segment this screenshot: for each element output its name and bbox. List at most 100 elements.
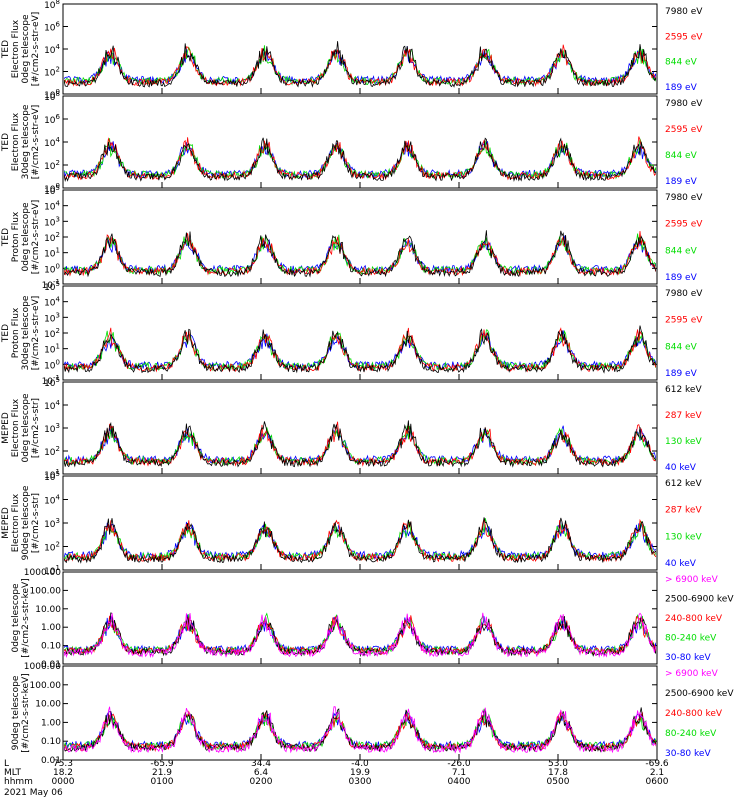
x-tick-label: 0500 — [547, 777, 570, 787]
x-tick-label: 0100 — [151, 777, 174, 787]
legend-entry: 240-800 keV — [665, 614, 723, 624]
traces — [64, 230, 656, 278]
legend-entry: 7980 eV — [665, 7, 703, 17]
legend-entry: > 6900 keV — [665, 575, 719, 585]
y-tick-label: 104 — [44, 296, 60, 309]
series-line — [64, 41, 656, 88]
x-tick-label: 21.9 — [152, 768, 172, 778]
y-tick-label: 102 — [44, 231, 60, 244]
legend-entry: 612 keV — [665, 479, 702, 489]
legend-entry: 80-240 keV — [665, 634, 717, 644]
legend-entry: 80-240 keV — [665, 729, 717, 739]
traces — [64, 612, 656, 659]
x-tick-label: -65.9 — [150, 759, 174, 769]
series-line — [64, 517, 656, 564]
y-tick-label: 10.00 — [35, 700, 61, 710]
y-axis-label: [#/cm2-s-str] — [31, 398, 41, 458]
y-axis-label: Proton Flux — [11, 307, 21, 358]
x-tick-label: -26.0 — [447, 759, 471, 769]
traces — [64, 325, 656, 374]
y-axis-label: 0deg telescope — [21, 202, 31, 272]
legend-entry: 612 keV — [665, 385, 702, 395]
legend-entry: 189 eV — [665, 273, 698, 283]
y-axis-label: Proton Flux — [11, 211, 21, 262]
legend-entry: 189 eV — [665, 369, 698, 379]
series-line — [64, 137, 656, 183]
legend-entry: 7980 eV — [665, 99, 703, 109]
y-tick-label: 104 — [44, 399, 60, 412]
legend-entry: 30-80 keV — [665, 749, 711, 759]
traces — [64, 517, 656, 564]
y-tick-label: 102 — [44, 66, 60, 79]
y-tick-label: 0.10 — [41, 737, 61, 747]
y-axis-label: 30deg telescope — [21, 104, 31, 179]
y-axis-label: [#/cm2-s-str] — [31, 493, 41, 553]
y-axis-label: 90deg telescope — [21, 485, 31, 560]
series-line — [64, 329, 656, 372]
series-line — [64, 420, 656, 468]
legend-entry: 40 keV — [665, 463, 697, 473]
y-tick-label: 103 — [44, 422, 60, 435]
x-tick-label: 0600 — [646, 777, 669, 787]
legend-entry: 2500-6900 keV — [665, 689, 734, 699]
x-tick-label: 2.1 — [650, 768, 664, 778]
x-tick-label: 18.2 — [53, 768, 73, 778]
x-tick-label: -4.0 — [351, 759, 369, 769]
y-axis-label: 30deg telescope — [21, 295, 31, 370]
x-tick-label: 0300 — [349, 777, 372, 787]
y-tick-label: 104 — [44, 494, 60, 507]
legend-entry: 189 eV — [665, 83, 698, 93]
y-tick-label: 106 — [44, 21, 60, 34]
y-tick-label: 104 — [44, 200, 60, 213]
y-axis-label: Electron Flux — [11, 112, 21, 171]
series-line — [64, 612, 656, 659]
traces — [64, 136, 656, 183]
y-tick-label: 103 — [44, 215, 60, 228]
x-tick-label: 17.8 — [548, 768, 568, 778]
y-tick-label: 100.00 — [30, 586, 62, 596]
y-axis-label: Electron Flux — [11, 493, 21, 552]
series-line — [64, 140, 656, 179]
legend-entry: 287 keV — [665, 506, 702, 516]
y-tick-label: 0.01 — [41, 660, 61, 670]
y-tick-label: 0.01 — [41, 756, 61, 766]
y-tick-label: 104 — [44, 136, 60, 149]
series-line — [64, 46, 656, 85]
y-tick-label: 1.00 — [41, 623, 61, 633]
series-line — [64, 138, 656, 180]
x-tick-label: 7.1 — [452, 768, 466, 778]
series-line — [64, 706, 656, 754]
legend-entry: 130 keV — [665, 437, 702, 447]
x-tick-label: 53.0 — [548, 759, 568, 769]
y-axis-label: 0deg telescope — [21, 393, 31, 463]
legend-entry: 189 eV — [665, 177, 698, 187]
y-axis-label: [#/cm2-s-str-keV] — [21, 578, 31, 657]
series-line — [64, 44, 656, 87]
legend-entry: 287 keV — [665, 411, 702, 421]
x-tick-label: 0200 — [250, 777, 273, 787]
y-axis-label: Electron Flux — [11, 19, 21, 78]
x-row-label: hhmm — [4, 777, 33, 787]
x-tick-label: 6.4 — [254, 768, 269, 778]
series-line — [64, 517, 656, 563]
y-axis-label: MEPED — [1, 412, 11, 444]
series-line — [64, 325, 656, 374]
traces — [64, 420, 656, 468]
y-tick-label: 101 — [44, 343, 60, 356]
y-tick-label: 103 — [44, 311, 60, 324]
series-line — [64, 230, 656, 278]
y-tick-label: 106 — [44, 113, 60, 126]
y-axis-label: [#/cm2-s-str-eV] — [31, 296, 41, 371]
x-tick-label: 0000 — [52, 777, 75, 787]
series-line — [64, 136, 656, 181]
x-tick-label: 0400 — [448, 777, 471, 787]
y-tick-label: 102 — [44, 159, 60, 172]
series-line — [64, 425, 656, 465]
series-line — [64, 327, 656, 373]
